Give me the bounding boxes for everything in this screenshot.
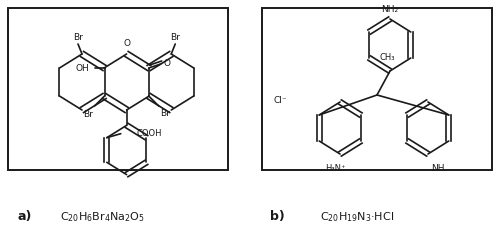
Text: C$_{20}$H$_6$Br$_4$Na$_2$O$_5$: C$_{20}$H$_6$Br$_4$Na$_2$O$_5$ bbox=[60, 210, 145, 224]
Text: H₃N⁺: H₃N⁺ bbox=[325, 163, 345, 172]
Text: OH: OH bbox=[76, 63, 90, 73]
Text: O: O bbox=[123, 39, 130, 49]
Text: CH₃: CH₃ bbox=[380, 53, 395, 62]
Text: Br: Br bbox=[160, 109, 170, 118]
Text: NH: NH bbox=[431, 163, 445, 172]
Text: COOH: COOH bbox=[137, 129, 162, 138]
Text: Br: Br bbox=[170, 33, 180, 41]
Text: Br: Br bbox=[84, 110, 94, 119]
Text: O: O bbox=[163, 59, 170, 68]
Text: Br: Br bbox=[73, 33, 83, 41]
Text: Cl⁻: Cl⁻ bbox=[274, 96, 287, 105]
Text: C$_{20}$H$_{19}$N$_3$·HCl: C$_{20}$H$_{19}$N$_3$·HCl bbox=[320, 210, 394, 224]
Text: NH₂: NH₂ bbox=[382, 4, 398, 13]
Bar bbox=[262, 8, 492, 170]
Bar bbox=[8, 8, 228, 170]
Text: a): a) bbox=[18, 210, 32, 223]
Text: b): b) bbox=[270, 210, 285, 223]
